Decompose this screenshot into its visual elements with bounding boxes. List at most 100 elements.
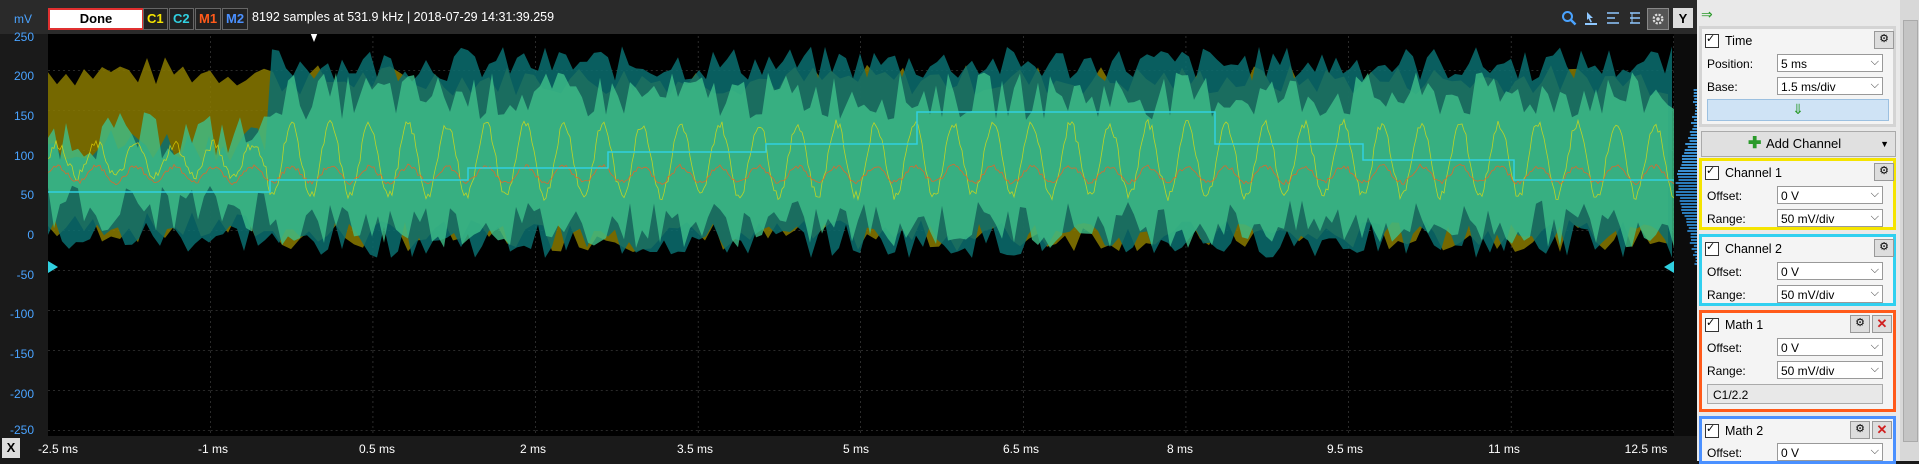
time-gear-icon[interactable]: ⚙ [1874,31,1894,49]
histogram-bar [1681,209,1697,211]
math2-offset-select[interactable]: 0 V [1777,443,1883,461]
math2-close-icon[interactable]: ✕ [1872,421,1892,439]
histogram-bar [1678,176,1697,178]
y-tick: 50 [21,188,34,202]
y-tick: -250 [10,423,34,437]
histogram-bar [1687,224,1697,226]
histogram-bar [1680,197,1697,199]
x-tick: 11 ms [1488,442,1520,456]
x-tick: 3.5 ms [677,442,713,456]
histogram-bar [1677,173,1697,175]
y-tick: 250 [14,30,34,44]
base-select[interactable]: 1.5 ms/div [1777,77,1883,95]
histogram-bar [1676,194,1697,196]
channel2-offset-label: Offset: [1707,265,1742,279]
scrollbar-thumb[interactable] [1903,20,1918,442]
y-tick: 0 [27,228,34,242]
position-select[interactable]: 5 ms [1777,54,1883,72]
channel1-range-label: Range: [1707,212,1746,226]
channel-tag-m2[interactable]: M2 [222,8,248,30]
x-tick: 6.5 ms [1003,442,1039,456]
channel1-header[interactable]: Channel 1 [1705,164,1782,182]
channel2-gear-icon[interactable]: ⚙ [1874,239,1894,257]
math1-expression-field[interactable]: C1/2.2 [1707,384,1883,404]
add-channel-label: Add Channel [1766,132,1841,156]
histogram-bar [1676,191,1697,193]
done-button[interactable]: Done [48,8,144,30]
math2-checkbox[interactable] [1705,424,1719,438]
time-checkbox[interactable] [1705,34,1719,48]
channel-tag-c1[interactable]: C1 [143,8,168,30]
cursor-tool-icon[interactable] [1581,8,1601,28]
histogram-bar [1682,161,1697,163]
math2-gear-icon[interactable]: ⚙ [1850,421,1870,439]
math1-header[interactable]: Math 1 [1705,316,1763,334]
math1-close-icon[interactable]: ✕ [1872,315,1892,333]
histogram-bar [1682,155,1697,157]
math1-gear-icon[interactable]: ⚙ [1850,315,1870,333]
channel1-gear-icon[interactable]: ⚙ [1874,163,1894,181]
channel2-header[interactable]: Channel 2 [1705,240,1782,258]
channel2-offset-select[interactable]: 0 V [1777,262,1883,280]
math2-header[interactable]: Math 2 [1705,422,1763,440]
histogram-bar [1686,221,1697,223]
math2-offset-label: Offset: [1707,446,1742,460]
channel1-title: Channel 1 [1725,166,1782,180]
histogram-bar [1690,131,1697,133]
x-tick: -1 ms [198,442,228,456]
arrow-right-icon[interactable]: ⇒ [1701,6,1713,23]
y-axis-button[interactable]: Y [1673,8,1693,28]
bars-icon[interactable] [1625,8,1645,28]
x-tick: 0.5 ms [359,442,395,456]
scope-plot[interactable] [48,34,1674,436]
histogram-bar [1688,146,1697,148]
x-tick: 5 ms [843,442,869,456]
histogram-bar [1687,230,1697,232]
y-tick: -200 [10,387,34,401]
settings-panel: ⇒ Time ⚙ Position: 5 ms Base: 1.5 ms/div… [1697,0,1900,461]
arrow-down-icon[interactable]: ⇓ [1707,99,1889,121]
math1-title: Math 1 [1725,318,1763,332]
add-channel-button[interactable]: ✚ Add Channel ▼ [1701,131,1896,157]
y-axis: 250 200 150 100 50 0 -50 -100 -150 -200 … [0,34,48,436]
histogram-bar [1684,152,1697,154]
histogram-bar [1686,218,1697,220]
channel2-checkbox[interactable] [1705,242,1719,256]
histogram-bar [1689,227,1697,229]
histogram-bar [1678,170,1697,172]
settings-gear-icon[interactable] [1647,8,1669,30]
time-box: Time ⚙ Position: 5 ms Base: 1.5 ms/div ⇓ [1699,26,1896,127]
channel1-range-select[interactable]: 50 mV/div [1777,209,1883,227]
math1-checkbox[interactable] [1705,318,1719,332]
math1-range-select[interactable]: 50 mV/div [1777,361,1883,379]
y-tick: -150 [10,347,34,361]
acquisition-info: 8192 samples at 531.9 kHz | 2018-07-29 1… [252,10,554,24]
x-tick: 9.5 ms [1327,442,1363,456]
histogram-bar [1679,185,1697,187]
time-header[interactable]: Time [1705,32,1752,50]
zoom-icon[interactable] [1559,8,1579,28]
histogram-bar [1680,203,1697,205]
math2-title: Math 2 [1725,424,1763,438]
math1-offset-label: Offset: [1707,341,1742,355]
channel2-range-select[interactable]: 50 mV/div [1777,285,1883,303]
channel2-range-label: Range: [1707,288,1746,302]
base-label: Base: [1707,80,1738,94]
channel1-offset-select[interactable]: 0 V [1777,186,1883,204]
histogram-bar [1682,212,1697,214]
channel-tag-m1[interactable]: M1 [195,8,221,30]
channel-tag-c2[interactable]: C2 [169,8,194,30]
histogram-bar [1678,188,1697,190]
math1-box: Math 1 ⚙ ✕ Offset: 0 V Range: 50 mV/div … [1699,310,1896,412]
histogram-bar [1685,149,1697,151]
channel1-offset-label: Offset: [1707,189,1742,203]
histogram-bar [1679,179,1697,181]
x-axis-button[interactable]: X [2,438,20,458]
channel1-checkbox[interactable] [1705,166,1719,180]
panel-scrollbar[interactable] [1900,0,1919,461]
measure-icon[interactable] [1603,8,1623,28]
math1-offset-select[interactable]: 0 V [1777,338,1883,356]
histogram-bar [1690,242,1697,244]
caret-down-icon[interactable]: ▼ [1880,132,1889,156]
y-tick: 100 [14,149,34,163]
